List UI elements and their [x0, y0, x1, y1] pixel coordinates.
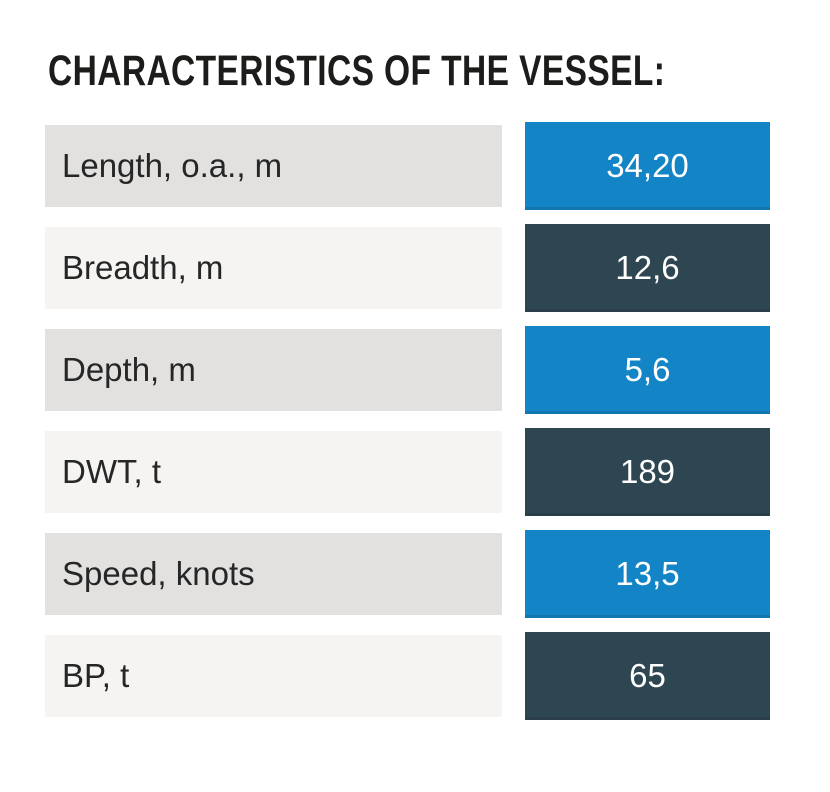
table-row: DWT, t 189	[45, 428, 770, 516]
characteristic-label: Length, o.a., m	[45, 125, 502, 207]
characteristic-value: 5,6	[525, 326, 770, 414]
characteristic-value: 34,20	[525, 122, 770, 210]
characteristic-value: 12,6	[525, 224, 770, 312]
characteristic-label: DWT, t	[45, 431, 502, 513]
characteristics-table: Length, o.a., m 34,20 Breadth, m 12,6 De…	[45, 122, 770, 734]
characteristic-value: 189	[525, 428, 770, 516]
characteristic-label: Breadth, m	[45, 227, 502, 309]
characteristic-label: BP, t	[45, 635, 502, 717]
table-row: Length, o.a., m 34,20	[45, 122, 770, 210]
table-row: Speed, knots 13,5	[45, 530, 770, 618]
characteristic-value: 65	[525, 632, 770, 720]
page-title: CHARACTERISTICS OF THE VESSEL:	[48, 47, 666, 95]
table-row: Breadth, m 12,6	[45, 224, 770, 312]
characteristic-label: Speed, knots	[45, 533, 502, 615]
table-row: BP, t 65	[45, 632, 770, 720]
characteristic-value: 13,5	[525, 530, 770, 618]
table-row: Depth, m 5,6	[45, 326, 770, 414]
characteristic-label: Depth, m	[45, 329, 502, 411]
